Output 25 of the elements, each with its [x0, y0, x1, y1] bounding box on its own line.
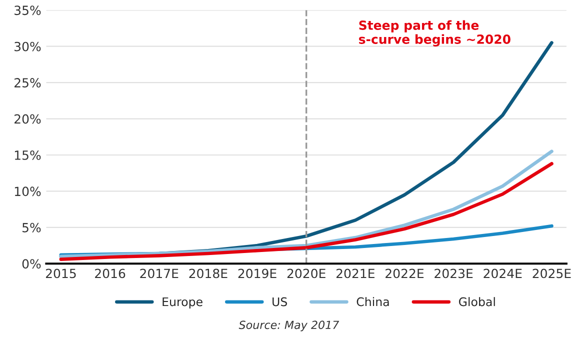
x-tick-label: 2019E: [238, 268, 276, 278]
legend-label: Europe: [162, 297, 202, 309]
x-tick-label: 2020E: [287, 268, 326, 278]
y-tick-label: 20%: [14, 114, 41, 124]
y-tick-label: 0%: [22, 259, 41, 269]
source-note: Source: May 2017: [238, 320, 340, 332]
x-tick-label: 2016: [95, 268, 126, 278]
y-tick-label: 25%: [14, 78, 41, 88]
x-tick-label: 2021E: [336, 268, 374, 278]
legend-label: US: [272, 297, 288, 306]
legend-label: Global: [458, 297, 495, 306]
y-tick-label: 10%: [14, 186, 41, 196]
y-tick-label: 35%: [14, 6, 41, 16]
y-tick-label: 30%: [14, 42, 41, 52]
x-tick-label: 2017E: [140, 268, 178, 278]
x-tick-label: 2025E: [532, 268, 571, 278]
legend-label: China: [356, 297, 389, 306]
x-tick-label: 2024E: [484, 268, 522, 278]
y-tick-label: 15%: [14, 150, 41, 160]
annotation: Steep part of the s-curve begins ~2020: [359, 20, 510, 46]
x-tick-label: 2023E: [434, 268, 473, 278]
y-tick-label: 5%: [22, 222, 41, 232]
x-tick-label: 2015: [46, 268, 76, 278]
x-tick-label: 2022E: [386, 268, 424, 278]
x-tick-label: 2018E: [189, 268, 228, 278]
